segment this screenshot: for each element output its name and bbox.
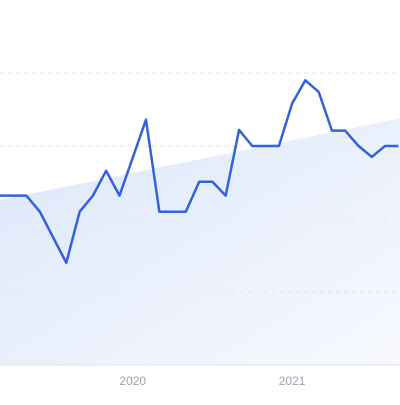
trend-area (0, 118, 400, 365)
x-tick-label: 2021 (279, 374, 306, 388)
data-line (0, 79, 399, 265)
x-tick-label: 2020 (119, 374, 146, 388)
